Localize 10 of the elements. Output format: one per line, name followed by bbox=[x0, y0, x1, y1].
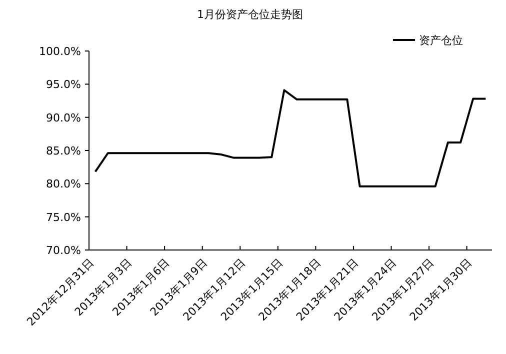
chart-title: 1月份资产仓位走势图 bbox=[197, 8, 303, 21]
y-tick-label: 100.0% bbox=[39, 45, 81, 58]
y-tick-label: 90.0% bbox=[46, 111, 81, 124]
y-tick-label: 85.0% bbox=[46, 144, 81, 158]
y-tick-label: 75.0% bbox=[46, 210, 81, 224]
y-tick-label: 95.0% bbox=[46, 78, 81, 92]
y-tick-label: 70.0% bbox=[46, 244, 81, 257]
y-tick-label: 80.0% bbox=[46, 178, 81, 191]
line-series bbox=[94, 89, 487, 188]
legend-label: 资产仓位 bbox=[419, 34, 463, 47]
